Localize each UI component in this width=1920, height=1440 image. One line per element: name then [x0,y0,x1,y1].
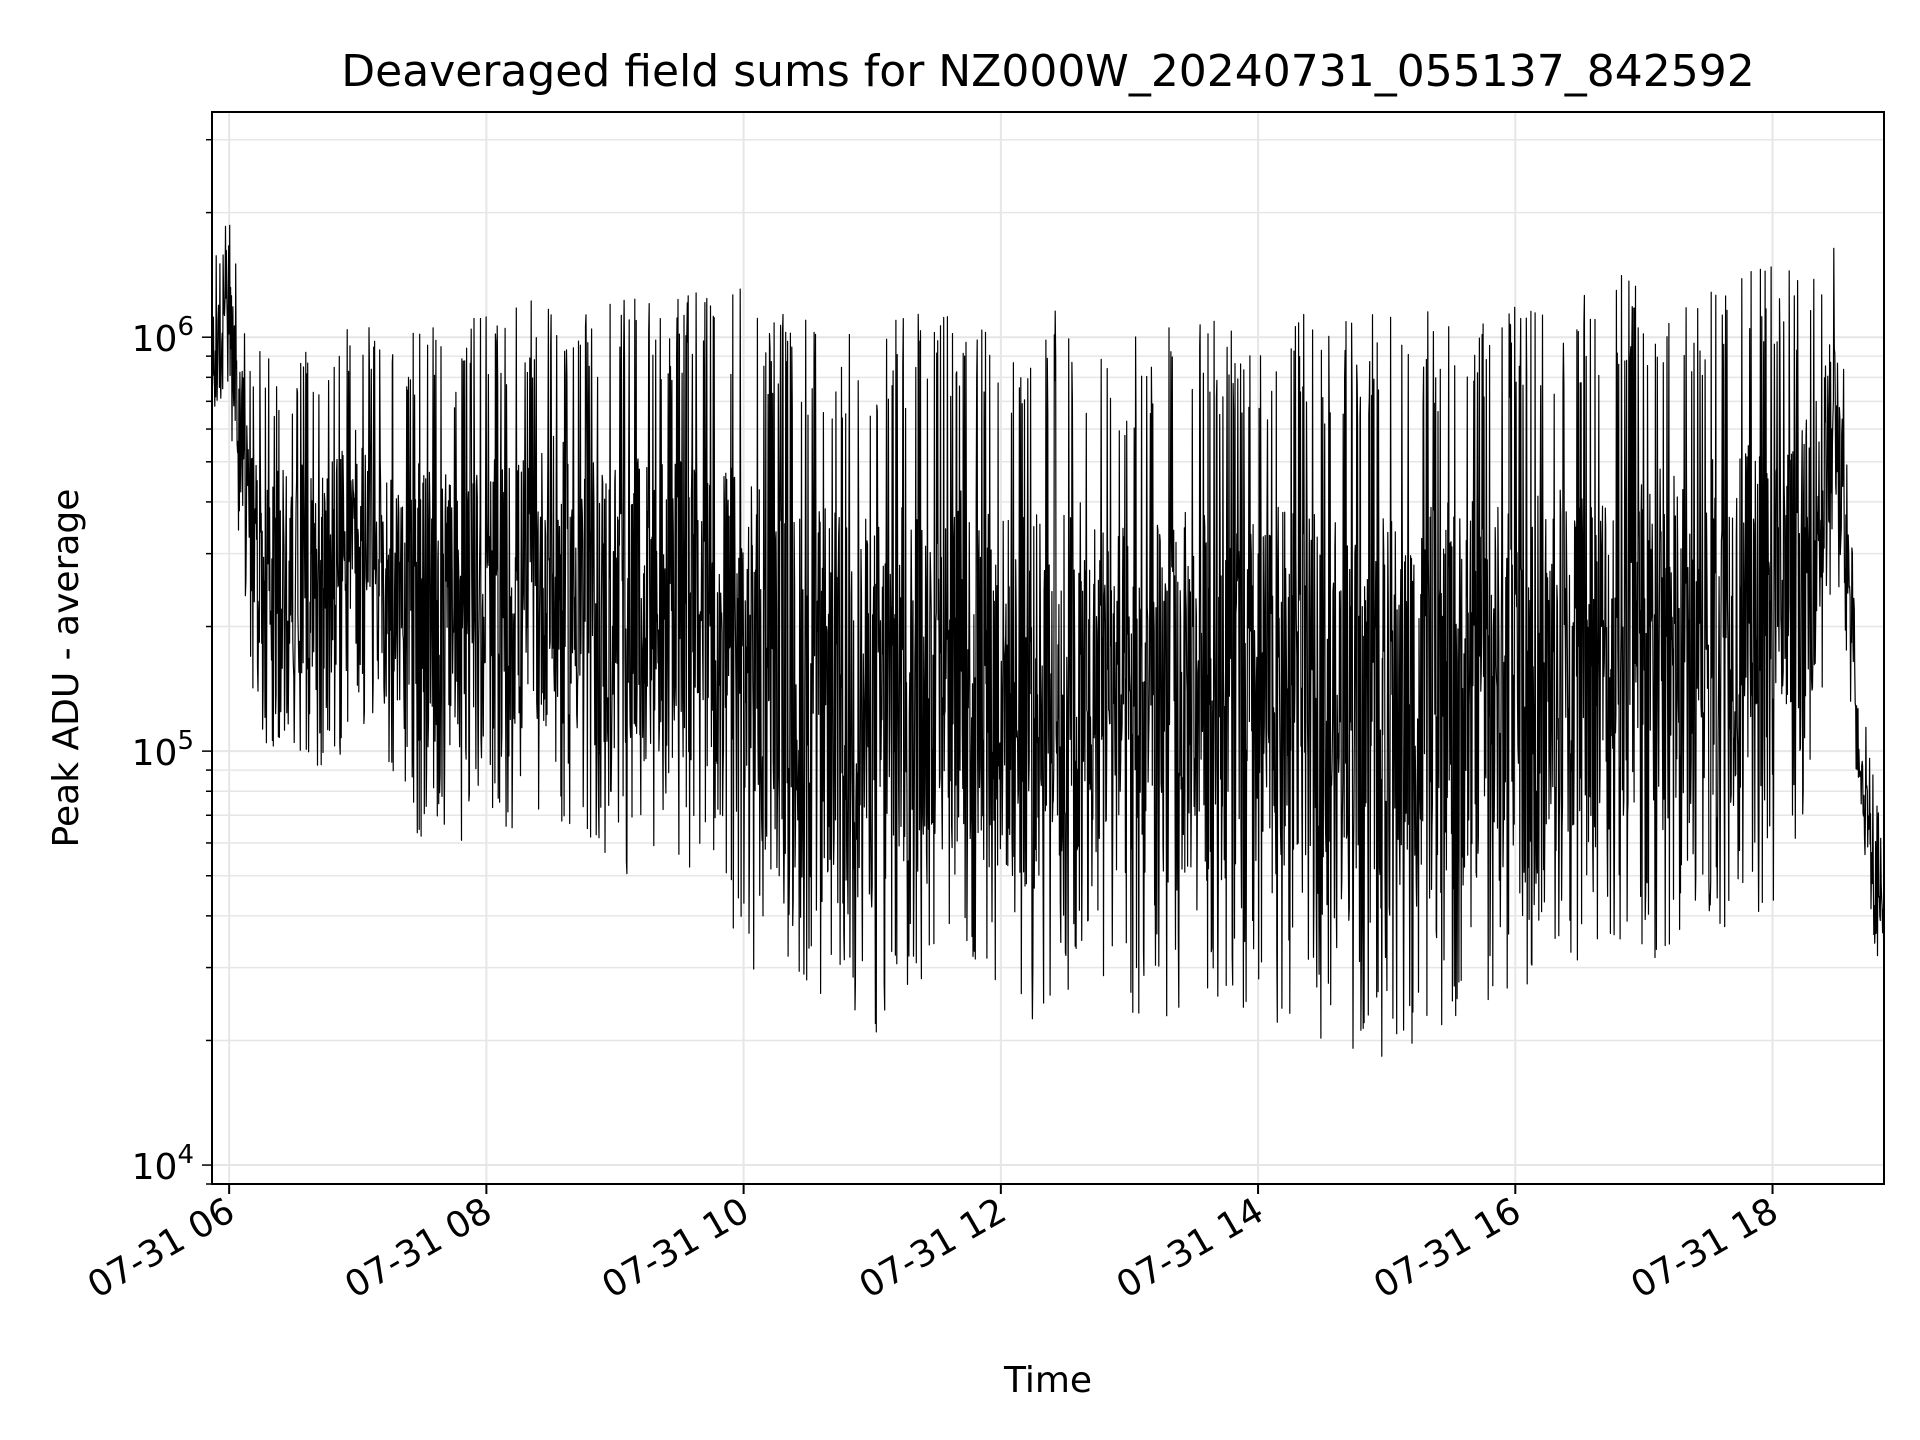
chart-title: Deaveraged field sums for NZ000W_2024073… [341,46,1754,97]
y-tick-base: 10 [132,1147,178,1188]
series-line [211,224,1885,1057]
plot-frame [211,111,1885,1185]
y-tick-exponent: 4 [177,1140,194,1170]
y-axis-title: Peak ADU - average [46,489,87,848]
y-tick-base: 10 [132,733,178,774]
y-tick-exponent: 5 [177,726,194,756]
y-tick-exponent: 6 [177,312,194,342]
x-axis-title: Time [1003,1360,1092,1401]
data-series [211,224,1885,1057]
y-tick-base: 10 [132,319,178,360]
y-tick-label: 106 [132,312,194,360]
y-tick-label: 104 [132,1140,194,1188]
y-tick-label: 105 [132,726,194,774]
